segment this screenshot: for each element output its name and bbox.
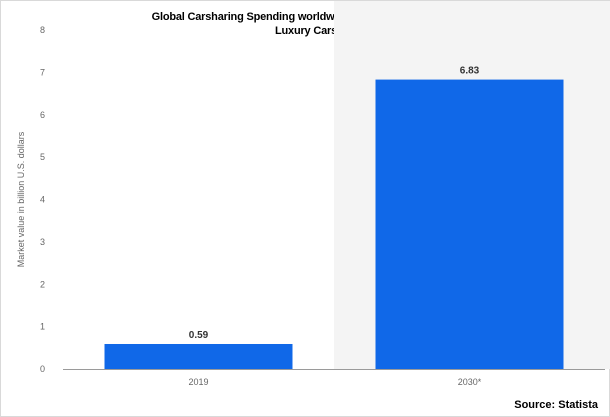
y-tick-label: 8 [40,25,45,35]
x-tick-label: 2019 [188,377,208,387]
x-tick-label: 2030* [458,377,482,387]
source-note: Source: Statista [514,399,598,411]
data-label: 6.83 [460,66,480,77]
y-tick-label: 1 [40,322,45,332]
y-tick-label: 2 [40,279,45,289]
y-tick-label: 5 [40,152,45,162]
y-tick-label: 6 [40,110,45,120]
data-label: 0.59 [189,330,209,341]
y-tick-label: 7 [40,67,45,77]
y-axis-title: Market value in billion U.S. dollars [16,131,26,267]
bar-2030 [375,79,564,370]
y-tick-label: 4 [40,195,45,205]
chart-title-line-2: Luxury Cars [275,25,337,37]
y-tick-label: 0 [40,364,45,374]
y-tick-label: 3 [40,237,45,247]
bar-2019 [104,343,293,369]
